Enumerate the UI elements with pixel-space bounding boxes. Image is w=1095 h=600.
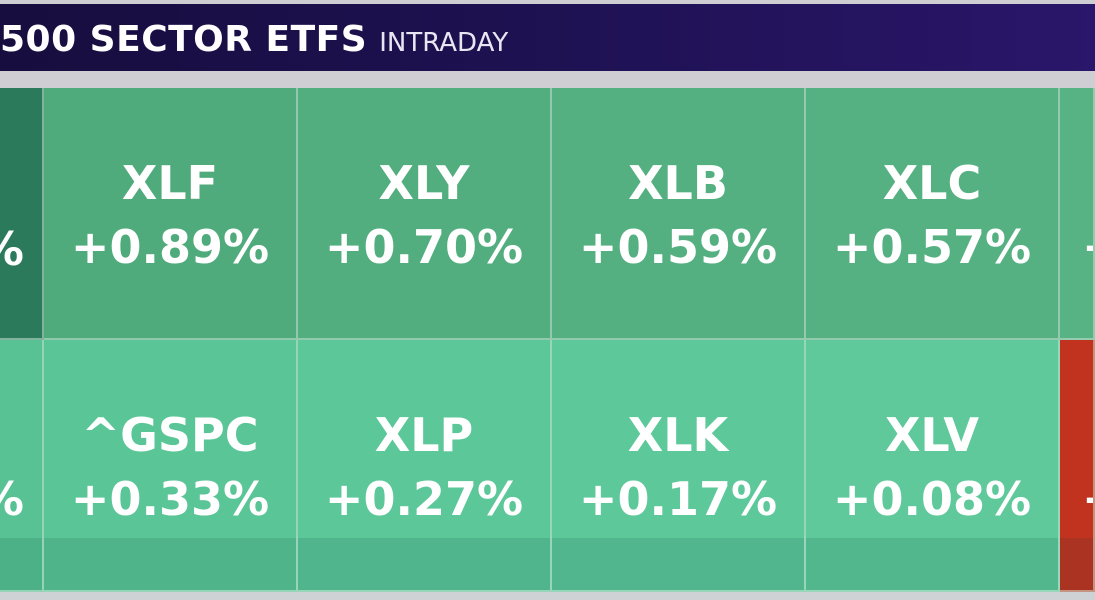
- tile-band: [0, 538, 42, 590]
- tile-band: [552, 538, 804, 590]
- tile-xly: XLY +0.70%: [298, 88, 552, 340]
- tile-gspc: ^GSPC +0.33%: [44, 340, 298, 592]
- tile-row1-partial-left: %: [0, 88, 44, 340]
- tile-xlb: XLB +0.59%: [552, 88, 806, 340]
- tile-symbol: XLC: [882, 156, 982, 210]
- tile-change: +0.27%: [324, 472, 524, 526]
- header-bar: 500 SECTOR ETFS INTRADAY: [0, 0, 1095, 88]
- tile-xlp: XLP +0.27%: [298, 340, 552, 592]
- tile-change: %: [0, 472, 24, 526]
- tile-row1-partial-right: +: [1060, 88, 1095, 340]
- tile-change: +0.59%: [578, 220, 778, 274]
- tile-band: [1060, 538, 1093, 590]
- tile-symbol: XLP: [374, 408, 474, 462]
- tile-xlk: XLK +0.17%: [552, 340, 806, 592]
- page-subtitle: INTRADAY: [379, 28, 509, 58]
- tile-change: +0.57%: [832, 220, 1032, 274]
- tile-change: +: [1082, 220, 1093, 274]
- tile-row2-partial-left: %: [0, 340, 44, 592]
- bottom-strip: [0, 592, 1095, 600]
- title-block: 500 SECTOR ETFS INTRADAY: [0, 6, 508, 73]
- tile-band: [298, 538, 550, 590]
- tile-change: +0.89%: [70, 220, 270, 274]
- sector-heatmap: % XLF +0.89% XLY +0.70% XLB +0.59% XLC +…: [0, 88, 1095, 592]
- tile-change: +: [1082, 472, 1093, 526]
- tile-xlv: XLV +0.08%: [806, 340, 1060, 592]
- tile-xlf: XLF +0.89%: [44, 88, 298, 340]
- tile-row2-partial-right: +: [1060, 340, 1095, 592]
- tile-change: %: [0, 222, 24, 276]
- page-title: 500 SECTOR ETFS: [0, 19, 368, 60]
- tile-band: [44, 538, 296, 590]
- tile-xlc: XLC +0.57%: [806, 88, 1060, 340]
- tile-symbol: XLB: [628, 156, 728, 210]
- title-banner: [0, 4, 1095, 71]
- tile-symbol: XLK: [627, 408, 729, 462]
- tile-symbol: XLY: [378, 156, 470, 210]
- tile-symbol: XLF: [121, 156, 219, 210]
- tile-change: +0.17%: [578, 472, 778, 526]
- tile-symbol: ^GSPC: [81, 408, 259, 462]
- tile-change: +0.70%: [324, 220, 524, 274]
- tile-change: +0.08%: [832, 472, 1032, 526]
- tile-change: +0.33%: [70, 472, 270, 526]
- tile-symbol: XLV: [884, 408, 980, 462]
- tile-band: [806, 538, 1058, 590]
